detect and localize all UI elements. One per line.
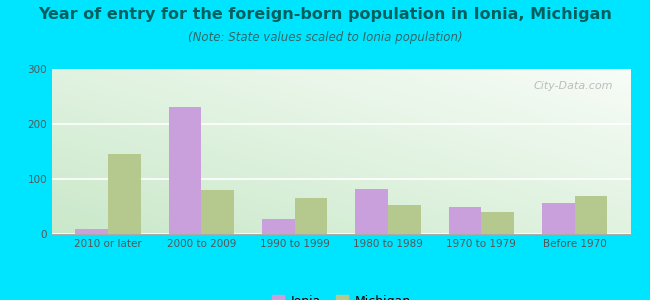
Text: City-Data.com: City-Data.com <box>534 80 613 91</box>
Bar <box>481 212 514 234</box>
Bar <box>168 107 202 234</box>
Bar <box>294 198 327 234</box>
Text: (Note: State values scaled to Ionia population): (Note: State values scaled to Ionia popu… <box>188 32 462 44</box>
Bar <box>356 189 388 234</box>
Legend: Ionia, Michigan: Ionia, Michigan <box>266 290 416 300</box>
Text: Year of entry for the foreign-born population in Ionia, Michigan: Year of entry for the foreign-born popul… <box>38 8 612 22</box>
Bar <box>75 229 108 234</box>
Bar <box>388 206 421 234</box>
Bar <box>448 206 481 234</box>
Bar <box>262 219 294 234</box>
Bar <box>542 203 575 234</box>
Bar <box>202 190 234 234</box>
Bar <box>108 154 140 234</box>
Bar <box>575 196 607 234</box>
